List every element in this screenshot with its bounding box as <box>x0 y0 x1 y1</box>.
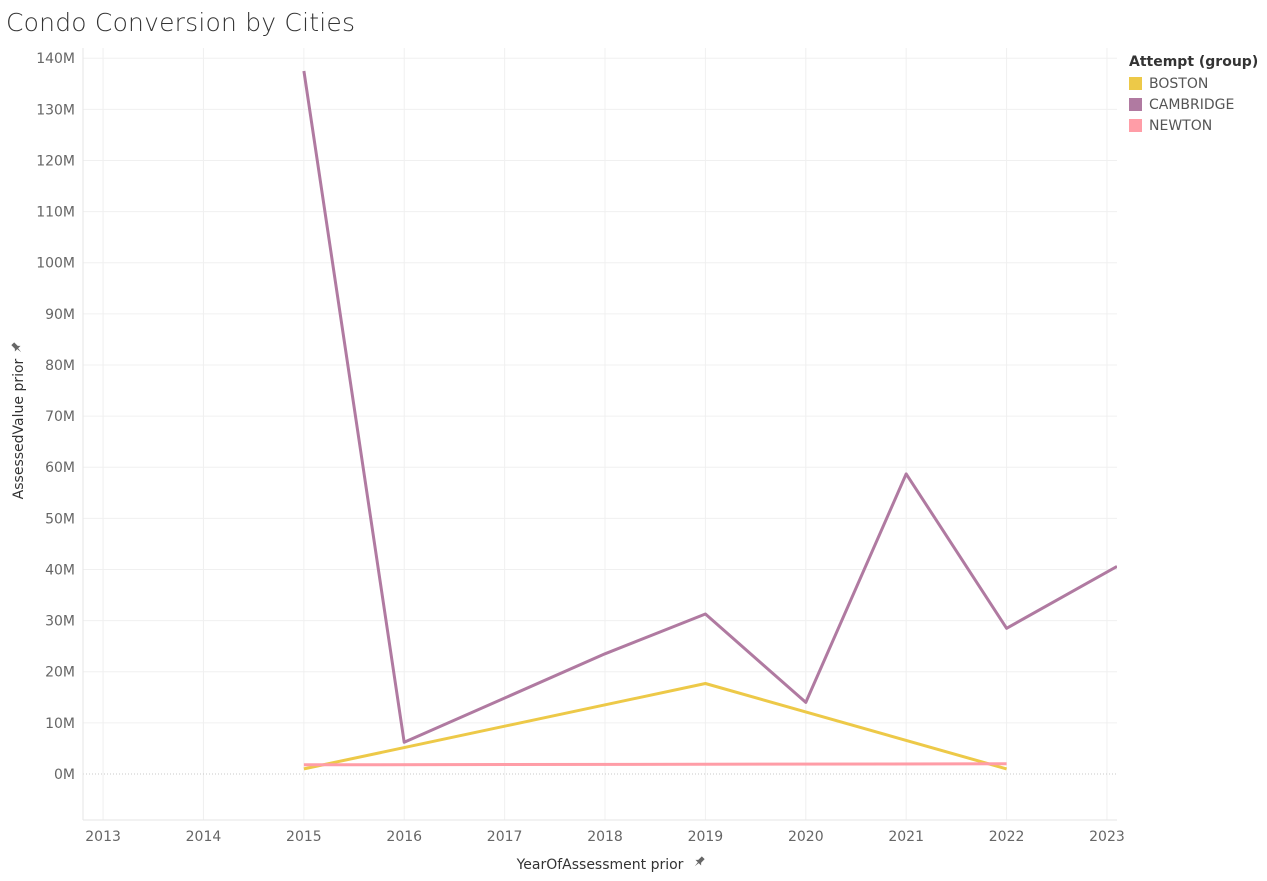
y-tick-label: 70M <box>45 409 75 425</box>
series-line-newton[interactable] <box>303 762 1007 767</box>
legend-item-cambridge[interactable]: CAMBRIDGE <box>1129 94 1258 115</box>
x-tick-label: 2020 <box>788 829 824 845</box>
y-tick-label: 100M <box>36 256 75 272</box>
x-tick-label: 2023 <box>1089 829 1125 845</box>
legend: Attempt (group) BOSTON CAMBRIDGE NEWTON <box>1129 54 1258 136</box>
legend-item-boston[interactable]: BOSTON <box>1129 73 1258 94</box>
y-axis-title: AssessedValue prior <box>11 358 27 499</box>
x-axis-pin-icon[interactable] <box>692 855 706 869</box>
y-tick-label: 50M <box>45 511 75 527</box>
x-tick-label: 2022 <box>989 829 1025 845</box>
y-tick-label: 80M <box>45 358 75 374</box>
legend-label: CAMBRIDGE <box>1149 96 1235 113</box>
x-axis-title: YearOfAssessment prior <box>516 857 684 873</box>
y-tick-label: 60M <box>45 460 75 476</box>
legend-label: NEWTON <box>1149 117 1213 134</box>
legend-label: BOSTON <box>1149 75 1209 92</box>
legend-title: Attempt (group) <box>1129 54 1259 70</box>
series-line-boston[interactable] <box>303 682 1008 771</box>
y-tick-label: 120M <box>36 153 75 169</box>
series-layer <box>302 70 1117 771</box>
legend-items: BOSTON CAMBRIDGE NEWTON <box>1129 73 1258 136</box>
legend-item-newton[interactable]: NEWTON <box>1129 115 1258 136</box>
chart-title: Condo Conversion by Cities <box>6 8 356 37</box>
y-axis-pin-icon[interactable] <box>10 341 24 355</box>
y-tick-label: 20M <box>45 665 75 681</box>
x-tick-label: 2015 <box>286 829 322 845</box>
y-tick-label: 10M <box>45 716 75 732</box>
legend-swatch <box>1129 98 1142 111</box>
axis-layer: 2013 2014 2015 2016 2017 2018 2019 2020 2021 2022… <box>36 48 1125 845</box>
series-line-cambridge[interactable] <box>302 70 1117 744</box>
x-tick-label: 2021 <box>888 829 924 845</box>
y-tick-label: 40M <box>45 562 75 578</box>
x-tick-label: 2013 <box>85 829 121 845</box>
legend-swatch <box>1129 119 1142 132</box>
y-tick-label: 140M <box>36 51 75 67</box>
y-tick-label: 30M <box>45 614 75 630</box>
y-tick-label: 130M <box>36 102 75 118</box>
y-tick-label: 110M <box>36 205 75 221</box>
x-tick-label: 2019 <box>688 829 724 845</box>
x-tick-label: 2017 <box>487 829 523 845</box>
x-tick-label: 2016 <box>386 829 422 845</box>
x-tick-label: 2014 <box>186 829 222 845</box>
legend-swatch <box>1129 77 1142 90</box>
x-tick-label: 2018 <box>587 829 623 845</box>
y-tick-label: 90M <box>45 307 75 323</box>
grid-layer <box>83 48 1117 820</box>
y-tick-label: 0M <box>54 767 75 783</box>
